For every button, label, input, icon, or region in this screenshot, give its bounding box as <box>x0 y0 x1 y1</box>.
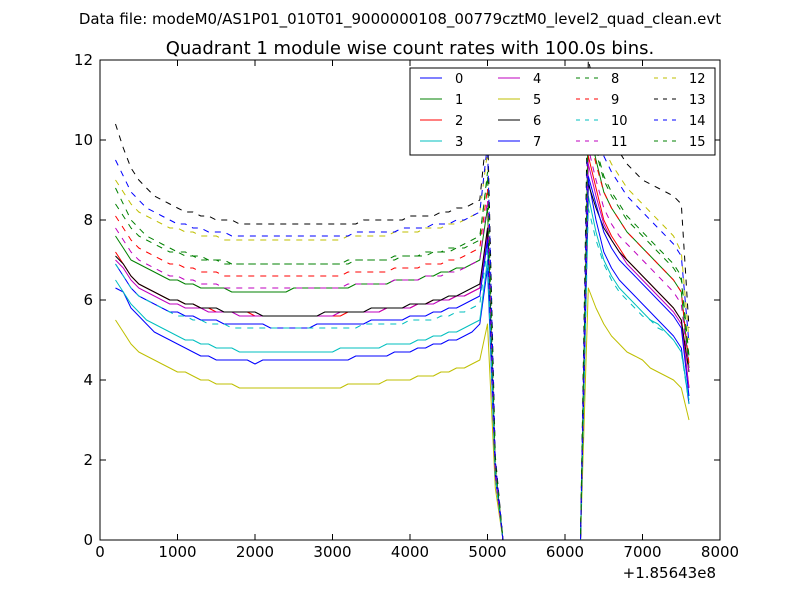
series-line-9 <box>115 131 690 540</box>
series-line-5 <box>115 287 690 540</box>
x-tick-label: 0 <box>95 543 105 561</box>
x-tick-label: 2000 <box>236 543 274 561</box>
y-tick-label: 8 <box>83 211 93 229</box>
y-tick-label: 2 <box>83 451 93 469</box>
x-tick-label: 6000 <box>546 543 584 561</box>
x-tick-label: 3000 <box>313 543 351 561</box>
series-line-10 <box>115 207 690 540</box>
series-line-1 <box>115 123 690 540</box>
legend-label-10: 10 <box>611 114 628 129</box>
legend-label-14: 14 <box>689 114 706 129</box>
series-line-11 <box>115 147 690 540</box>
x-axis-offset-label: +1.85643e8 <box>623 564 716 582</box>
x-tick-label: 1000 <box>158 543 196 561</box>
series-line-2 <box>115 155 690 540</box>
series-line-8 <box>115 115 690 540</box>
legend-label-4: 4 <box>533 72 541 87</box>
series-line-15 <box>115 119 690 540</box>
series-line-6 <box>115 183 690 540</box>
y-tick-label: 12 <box>74 51 93 69</box>
series-line-7 <box>115 175 690 540</box>
y-tick-label: 10 <box>74 131 93 149</box>
legend-label-3: 3 <box>455 135 463 150</box>
y-tick-label: 6 <box>83 291 93 309</box>
y-tick-label: 0 <box>83 531 93 549</box>
series-line-3 <box>115 195 690 540</box>
legend-label-12: 12 <box>689 72 706 87</box>
series-line-14 <box>115 95 690 540</box>
legend-label-9: 9 <box>611 93 619 108</box>
legend-label-15: 15 <box>689 135 706 150</box>
legend-label-11: 11 <box>611 135 628 150</box>
legend-label-2: 2 <box>455 114 463 129</box>
legend-label-13: 13 <box>689 93 706 108</box>
legend-label-7: 7 <box>533 135 541 150</box>
legend-label-6: 6 <box>533 114 541 129</box>
series-line-0 <box>115 179 690 540</box>
legend-label-5: 5 <box>533 93 541 108</box>
x-tick-label: 5000 <box>468 543 506 561</box>
legend-label-0: 0 <box>455 72 463 87</box>
x-axis: 0 1000 2000 3000 4000 5000 6000 7000 8000 <box>95 60 739 561</box>
legend-label-1: 1 <box>455 93 463 108</box>
x-tick-label: 4000 <box>391 543 429 561</box>
y-tick-label: 4 <box>83 371 93 389</box>
chart-title: Quadrant 1 module wise count rates with … <box>166 38 655 59</box>
figure-suptitle: Data file: modeM0/AS1P01_010T01_90000001… <box>79 10 721 29</box>
x-tick-label: 8000 <box>701 543 739 561</box>
x-tick-label: 7000 <box>623 543 661 561</box>
legend-label-8: 8 <box>611 72 619 87</box>
